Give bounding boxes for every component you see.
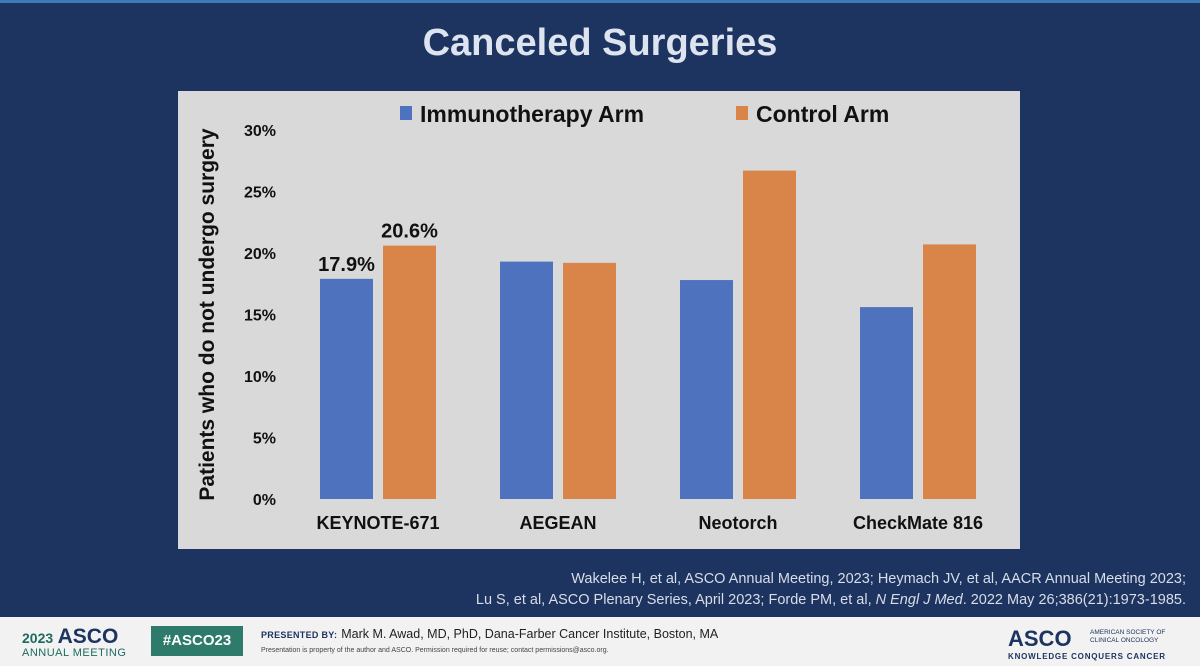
x-tick-label: KEYNOTE-671 [316, 513, 439, 533]
x-tick-label: Neotorch [698, 513, 777, 533]
reference-line-2-prefix: Lu S, et al, ASCO Plenary Series, April … [475, 592, 876, 608]
y-tick-label: 15% [244, 308, 276, 325]
slide-title: Canceled Surgeries [422, 22, 778, 64]
y-tick-label: 10% [244, 369, 276, 386]
legend-swatch [400, 106, 412, 120]
chart-canvas: 0% 5% 10% 15% 20% 25% 30% Patients who do not u… [196, 101, 983, 533]
reference-line-1: Wakelee H, et al, ASCO Annual Meeting, 2… [571, 571, 1186, 587]
data-label: 20.6% [381, 221, 438, 243]
society-name-line-2: CLINICAL ONCOLOGY [1090, 637, 1159, 644]
bar-control [383, 245, 436, 499]
org-tagline: KNOWLEDGE CONQUERS CANCER [1008, 652, 1166, 661]
legend-swatch [736, 106, 748, 120]
presented-by-label: PRESENTED BY: [261, 630, 338, 640]
bar-immunotherapy [500, 261, 553, 499]
bar-control [743, 170, 796, 499]
presenter-name: Mark M. Awad, MD, PhD, Dana-Farber Cance… [341, 627, 719, 641]
meeting-year: 2023 [22, 630, 54, 646]
x-tick-label: AEGEAN [519, 513, 596, 533]
data-label: 17.9% [318, 254, 375, 276]
hashtag-badge: #ASCO23 [151, 626, 243, 656]
y-axis-label: Patients who do not undergo surgery [196, 128, 219, 501]
bar-immunotherapy [320, 278, 373, 499]
society-name: AMERICAN SOCIETY OF CLINICAL ONCOLOGY [1090, 629, 1165, 645]
y-tick-label: 30% [244, 123, 276, 140]
asco-org-logo: ASCO AMERICAN SOCIETY OF CLINICAL ONCOLO… [1008, 626, 1186, 662]
annual-meeting-logo: 2023 ASCO ANNUAL MEETING [22, 625, 132, 659]
y-tick-label: 25% [244, 185, 276, 202]
y-tick-label: 20% [244, 246, 276, 263]
legend-label: Immunotherapy Arm [420, 101, 644, 127]
asco-logo-text: ASCO [1008, 626, 1072, 651]
reference-line-2-suffix: . 2022 May 26;386(21):1973-1985. [962, 592, 1186, 608]
top-accent-line [0, 0, 1200, 3]
bar-immunotherapy [680, 280, 733, 499]
meeting-label: ANNUAL MEETING [22, 647, 127, 659]
legend-label: Control Arm [756, 101, 889, 127]
bar-chart: 0% 5% 10% 15% 20% 25% 30% Patients who do not u… [178, 91, 1020, 549]
references: Wakelee H, et al, ASCO Annual Meeting, 2… [476, 569, 1186, 611]
meeting-asco: ASCO [57, 625, 119, 648]
permission-note: Presentation is property of the author a… [261, 647, 609, 654]
x-tick-label: CheckMate 816 [853, 513, 983, 533]
slide: Canceled Surgeries 0% 5% 10% 15% 20% 25% 30% Pa… [0, 0, 1200, 611]
presented-by: PRESENTED BY: Mark M. Awad, MD, PhD, Dana… [261, 627, 718, 641]
society-name-line-1: AMERICAN SOCIETY OF [1090, 629, 1166, 636]
footer-bar: 2023 ASCO ANNUAL MEETING #ASCO23 PRESENT… [0, 617, 1200, 666]
bar-immunotherapy [860, 307, 913, 499]
y-tick-label: 0% [253, 492, 276, 509]
bar-control [563, 262, 616, 499]
y-tick-label: 5% [253, 431, 276, 448]
reference-journal: N Engl J Med [875, 592, 963, 608]
bar-control [923, 244, 976, 499]
reference-line-2: Lu S, et al, ASCO Plenary Series, April … [476, 590, 1186, 611]
